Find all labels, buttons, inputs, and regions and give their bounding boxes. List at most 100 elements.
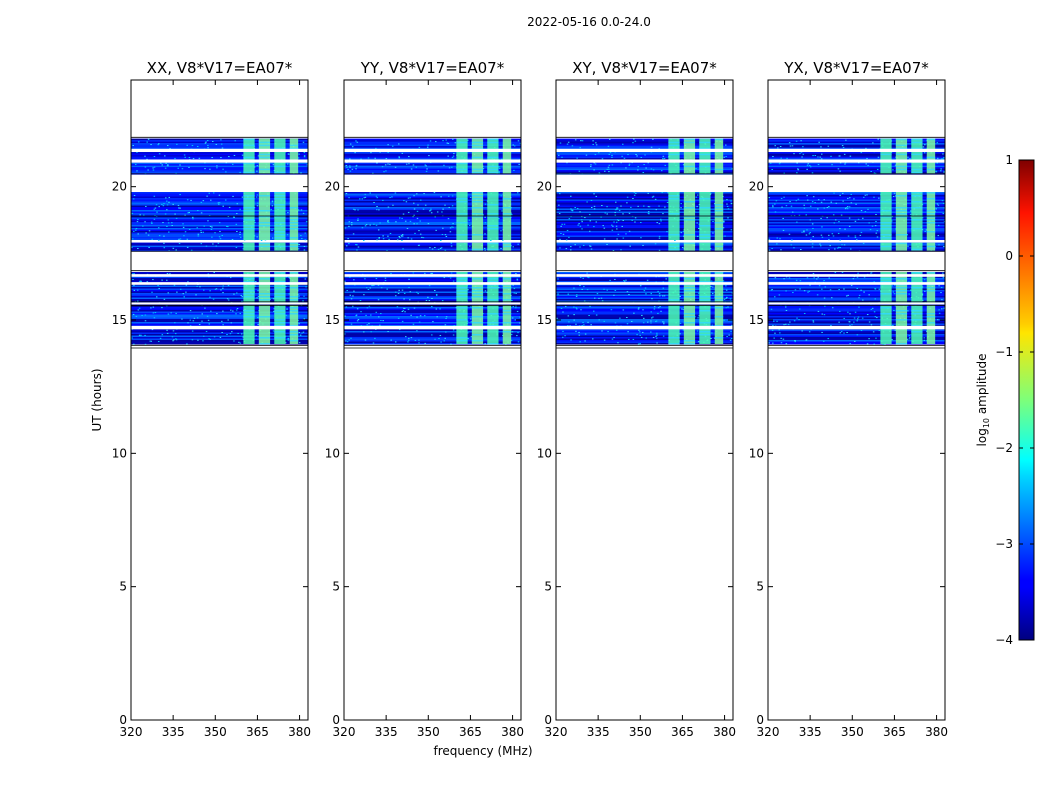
x-tick-label: 335 [587, 725, 610, 739]
rfi-band [274, 304, 286, 344]
rfi-band [456, 242, 468, 251]
panel-title: XX, V8*V17=EA07* [147, 59, 293, 77]
rfi-band [289, 304, 299, 344]
panel-2: XY, V8*V17=EA07* 320 335 350 365 380 0 5 10 15 20 [537, 59, 736, 739]
y-tick-label: 15 [112, 313, 127, 327]
y-tick-label: 10 [749, 446, 764, 460]
y-tick-label: 10 [537, 446, 552, 460]
panel-0: XX, V8*V17=EA07* 320 335 350 365 380 0 5 10 15 20 [112, 59, 311, 739]
colorbar-label-base: log [975, 428, 989, 446]
rfi-band [502, 138, 512, 174]
flagged-gap [768, 325, 945, 330]
x-tick-label: 380 [925, 725, 948, 739]
rfi-band [471, 242, 484, 251]
x-tick-label: 320 [545, 725, 568, 739]
rfi-band [683, 242, 696, 251]
rfi-band [714, 272, 724, 304]
flagged-gap [768, 302, 945, 305]
x-tick-label: 335 [375, 725, 398, 739]
rfi-band [274, 138, 286, 174]
axes-frame [767, 79, 946, 721]
x-tick-label: 350 [841, 725, 864, 739]
rfi-band [926, 304, 936, 344]
rfi-band [502, 304, 512, 344]
flagged-gap [344, 159, 521, 163]
colorbar-tick-label: 0 [1005, 249, 1013, 263]
panel-1: YY, V8*V17=EA07* 320 335 350 365 380 0 5 10 15 20 [325, 59, 524, 739]
rfi-band [895, 304, 908, 344]
x-tick-label: 320 [120, 725, 143, 739]
rfi-band [258, 138, 271, 174]
axes-frame [555, 79, 734, 721]
flagged-gap [131, 325, 308, 330]
rfi-band [683, 304, 696, 344]
flagged-gap [344, 274, 521, 277]
flagged-gap [344, 282, 521, 285]
y-tick-label: 5 [332, 580, 340, 594]
panel-3: YX, V8*V17=EA07* 320 335 350 365 380 0 5 10 15 20 [749, 59, 948, 739]
colorbar-label-rest: amplitude [975, 354, 989, 418]
flagged-gap [131, 302, 308, 305]
y-tick-label: 0 [119, 713, 127, 727]
spectrogram-2 [556, 136, 733, 349]
rfi-band [683, 138, 696, 174]
x-tick-label: 350 [204, 725, 227, 739]
y-tick-label: 0 [544, 713, 552, 727]
panels: XX, V8*V17=EA07*320 335 350 365 38005101520Y… [112, 59, 948, 739]
flagged-gap [556, 148, 733, 152]
rfi-band [911, 138, 923, 174]
y-tick-label: 5 [544, 580, 552, 594]
rfi-band [699, 272, 711, 304]
x-tick-label: 380 [501, 725, 524, 739]
flagged-gap [344, 302, 521, 305]
rfi-band [895, 138, 908, 174]
colorbar-tick-label: 1 [1005, 153, 1013, 167]
y-tick-label: 10 [112, 446, 127, 460]
rfi-band [456, 304, 468, 344]
rfi-band [699, 138, 711, 174]
rfi-band [714, 138, 724, 174]
y-axis-label: UT (hours) [90, 368, 104, 431]
y-tick-label: 5 [119, 580, 127, 594]
rfi-band [487, 242, 499, 251]
flagged-gap [768, 148, 945, 152]
colorbar-label-sub: 10 [982, 418, 991, 428]
x-tick-label: 335 [162, 725, 185, 739]
rfi-band [699, 304, 711, 344]
rfi-band [258, 272, 271, 304]
y-tick-label: 20 [749, 180, 764, 194]
y-tick-label: 15 [749, 313, 764, 327]
x-axis-label: frequency (MHz) [433, 744, 532, 758]
flagged-gap [131, 282, 308, 285]
flagged-gap [131, 148, 308, 152]
x-tick-label: 320 [333, 725, 356, 739]
flagged-gap [131, 159, 308, 163]
colorbar-tick-label: −4 [995, 633, 1013, 647]
flagged-gap [556, 274, 733, 277]
x-tick-label: 320 [757, 725, 780, 739]
y-tick-label: 5 [756, 580, 764, 594]
flagged-gap [556, 282, 733, 285]
flagged-gap [556, 159, 733, 163]
x-tick-label: 350 [629, 725, 652, 739]
y-tick-label: 20 [537, 180, 552, 194]
rfi-band [880, 138, 892, 174]
x-tick-label: 365 [459, 725, 482, 739]
colorbar-gradient [1018, 159, 1035, 641]
colorbar-tick-label: −1 [995, 345, 1013, 359]
rfi-band [911, 242, 923, 251]
rfi-band [668, 272, 680, 304]
x-tick-label: 365 [671, 725, 694, 739]
colorbar: −4 −3 −2 −1 0 1 log10 amplitude [975, 153, 1035, 647]
y-tick-label: 15 [325, 313, 340, 327]
x-tick-label: 365 [883, 725, 906, 739]
y-tick-label: 0 [332, 713, 340, 727]
rfi-band [456, 138, 468, 174]
x-tick-label: 335 [799, 725, 822, 739]
flagged-gap [556, 302, 733, 305]
rfi-band [880, 272, 892, 304]
rfi-band [926, 138, 936, 174]
rfi-band [471, 304, 484, 344]
rfi-band [487, 304, 499, 344]
rfi-band [668, 304, 680, 344]
